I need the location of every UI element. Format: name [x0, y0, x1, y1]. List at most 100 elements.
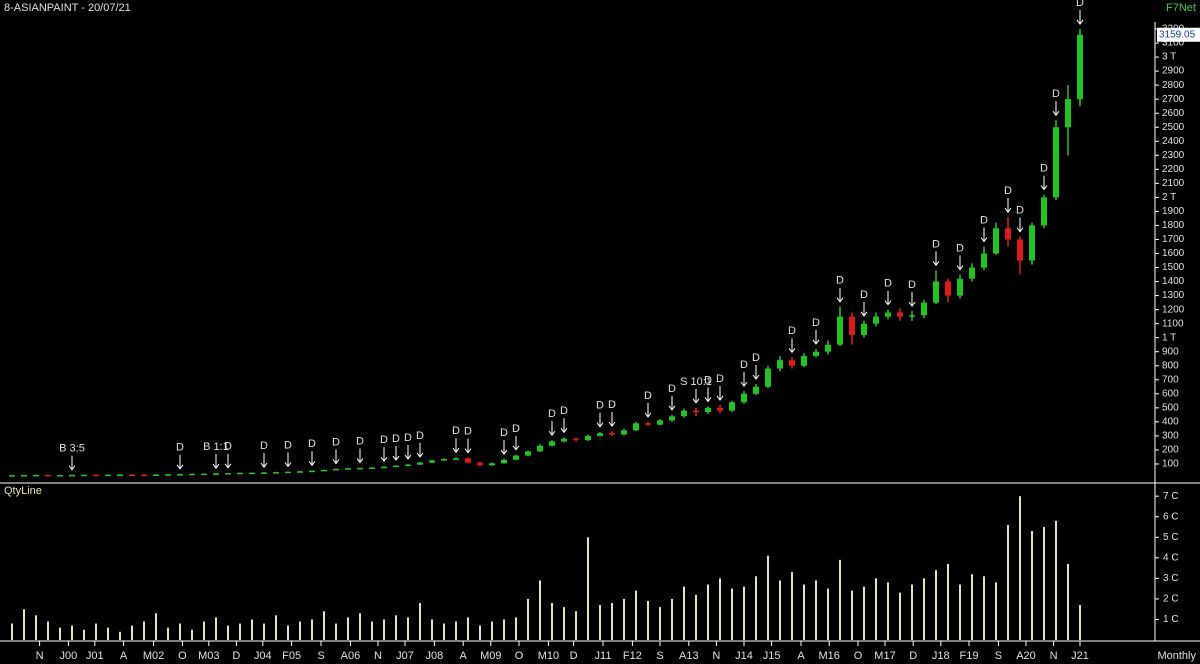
event-arrow [1004, 198, 1012, 213]
y-tick-label: 200 [1162, 445, 1179, 456]
event-label: D [332, 436, 340, 448]
event-arrow [464, 438, 472, 454]
event-label: D [932, 238, 940, 250]
volume-bar [167, 627, 169, 640]
x-tick-label: A [460, 650, 468, 662]
volume-bar [1079, 605, 1081, 640]
x-tick-label: M10 [538, 650, 559, 662]
candle-body [981, 253, 987, 268]
x-tick-label: A13 [679, 650, 699, 662]
volume-bar [839, 559, 841, 640]
event-arrow [608, 411, 616, 427]
volume-bar [575, 611, 577, 640]
x-tick-label: F12 [623, 650, 642, 662]
volume-bar [359, 613, 361, 640]
candle-body [813, 351, 819, 356]
volume-bar [1031, 531, 1033, 640]
volume-bar [455, 621, 457, 640]
event-arrow [884, 290, 892, 306]
volume-bar [311, 619, 313, 640]
volume-bar [155, 613, 157, 640]
event-arrow [308, 451, 316, 467]
candle-body [1029, 225, 1035, 261]
volume-bar [83, 629, 85, 640]
volume-bar [383, 619, 385, 640]
candle-body [249, 472, 255, 475]
y-tick-label: 400 [1162, 417, 1179, 428]
candle-body [513, 455, 519, 460]
x-tick-label: F05 [282, 650, 301, 662]
candle-body [213, 473, 219, 475]
candle-body [405, 464, 411, 467]
y-tick-label: 1 T [1162, 332, 1176, 343]
volume-bar [563, 607, 565, 640]
y-tick-label: 2 C [1163, 594, 1179, 605]
candle-body [777, 360, 783, 369]
candle-body [681, 410, 687, 417]
event-arrow [596, 412, 604, 428]
volume-bar [203, 621, 205, 640]
volume-bar [35, 615, 37, 640]
volume-bar [95, 623, 97, 640]
volume-bar [935, 570, 937, 640]
event-arrow [752, 364, 760, 380]
volume-bar [683, 586, 685, 640]
candle-body [441, 459, 447, 461]
x-tick-label: F19 [960, 650, 979, 662]
y-tick-label: 600 [1162, 388, 1179, 399]
y-tick-label: 100 [1162, 459, 1179, 470]
candle-body [741, 393, 747, 403]
x-tick-label: N [712, 650, 720, 662]
event-label: D [788, 325, 796, 337]
candle-body [633, 423, 639, 431]
y-tick-label: 2200 [1162, 164, 1185, 175]
candle-body [837, 316, 843, 345]
volume-bar [59, 627, 61, 640]
candle-body [81, 474, 87, 477]
x-tick-label: N [1050, 650, 1058, 662]
event-label: D [416, 430, 424, 442]
event-label: D [1016, 205, 1024, 217]
candle-body [717, 407, 723, 411]
event-arrow [68, 455, 76, 471]
candle-body [549, 441, 555, 446]
volume-bar [179, 623, 181, 640]
candle-body [645, 423, 651, 425]
volume-bar [407, 617, 409, 640]
last-price: 3159.05 [1159, 29, 1196, 40]
y-tick-label: 2900 [1162, 66, 1185, 77]
volume-bar [983, 576, 985, 640]
event-label: D [752, 352, 760, 364]
candle-body [609, 433, 615, 435]
volume-bar [491, 621, 493, 640]
event-label: D [608, 399, 616, 411]
candle-body [237, 472, 243, 475]
y-tick-label: 500 [1162, 402, 1179, 413]
event-arrow [452, 438, 460, 454]
x-tick-label: S [995, 650, 1002, 662]
volume-bar [323, 611, 325, 640]
candle-body [105, 474, 111, 477]
volume-bar [923, 578, 925, 640]
x-tick-label: M16 [818, 650, 839, 662]
y-tick-label: 1900 [1162, 206, 1185, 217]
x-tick-label: J14 [735, 650, 753, 662]
candle-body [273, 472, 279, 474]
event-arrow [404, 444, 412, 460]
candle-body [669, 416, 675, 421]
event-label: D [740, 359, 748, 371]
x-tick-label: D [570, 650, 578, 662]
volume-bar [239, 623, 241, 640]
event-label: D [1040, 162, 1048, 174]
volume-bar [431, 619, 433, 640]
event-label: S 10:1 [680, 376, 712, 388]
candle-body [345, 468, 351, 470]
x-tick-label: O [178, 650, 187, 662]
x-tick-label: D [909, 650, 917, 662]
candle-body [705, 407, 711, 413]
candle-body [861, 323, 867, 335]
candle-body [9, 475, 15, 477]
x-tick-label: O [515, 650, 524, 662]
chart-title: 8-ASIANPAINT - 20/07/21 [4, 2, 131, 14]
